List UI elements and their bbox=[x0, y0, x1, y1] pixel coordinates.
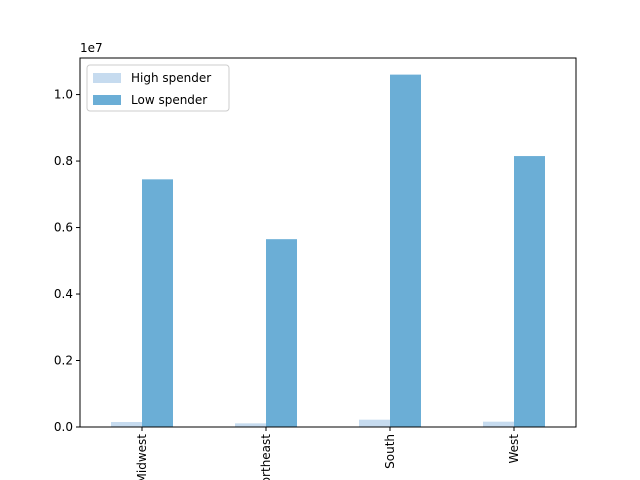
bar-low-spender-northeast bbox=[266, 239, 297, 427]
y-offset-label: 1e7 bbox=[80, 41, 103, 55]
axes-frame bbox=[79, 57, 577, 428]
y-tick-label: 0.2 bbox=[54, 354, 73, 368]
legend-label: Low spender bbox=[131, 93, 207, 107]
y-tick-label: 1.0 bbox=[54, 88, 73, 102]
y-tick-label: 0.4 bbox=[54, 287, 73, 301]
y-tick-label: 0.0 bbox=[54, 420, 73, 434]
y-tick-label: 0.6 bbox=[54, 221, 73, 235]
y-tick-label: 0.8 bbox=[54, 154, 73, 168]
bar-low-spender-west bbox=[514, 156, 545, 427]
bar-high-spender-west bbox=[483, 421, 514, 427]
x-tick-label-south: South bbox=[383, 434, 397, 469]
x-tick-label-northeast: Northeast bbox=[259, 434, 273, 480]
x-tick-label-midwest: Midwest bbox=[135, 434, 149, 480]
bar-low-spender-south bbox=[390, 74, 421, 428]
bar-high-spender-south bbox=[359, 419, 390, 427]
legend-swatch bbox=[93, 95, 121, 105]
legend-label: High spender bbox=[131, 71, 211, 85]
bar-high-spender-northeast bbox=[235, 423, 266, 427]
x-tick-label-west: West bbox=[507, 434, 521, 464]
legend-swatch bbox=[93, 73, 121, 83]
bar-low-spender-midwest bbox=[142, 179, 173, 427]
bar-high-spender-midwest bbox=[111, 422, 142, 427]
legend bbox=[86, 64, 230, 112]
